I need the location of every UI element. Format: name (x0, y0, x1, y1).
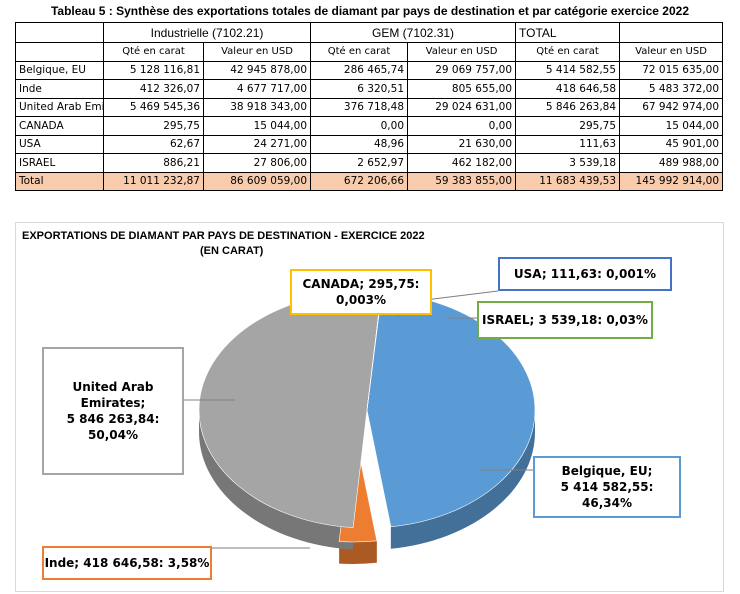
group-header-blank (619, 22, 724, 43)
table-cell: 42 945 878,00 (202, 60, 312, 80)
table-cell: 0,00 (407, 116, 517, 136)
pie-side-united-arab-emirates (199, 410, 354, 550)
country-cell: Belgique, EU (15, 60, 104, 80)
country-cell: ISRAEL (15, 153, 104, 173)
data-label-belgique-eu: Belgique, EU; 5 414 582,55: 46,34% (533, 456, 681, 518)
table-cell: 0,00 (310, 116, 409, 136)
table-cell: 5 414 582,55 (515, 60, 621, 80)
table-row: Inde 412 326,07 4 677 717,00 6 320,51 80… (15, 79, 724, 99)
table-cell: 5 469 545,36 (103, 97, 204, 117)
chart-area (15, 222, 724, 592)
country-cell: CANADA (15, 116, 104, 136)
table-cell: 489 988,00 (619, 153, 724, 173)
total-cell: 11 011 232,87 (103, 171, 204, 191)
table-cell: 27 806,00 (202, 153, 312, 173)
table-cell: 805 655,00 (407, 79, 517, 99)
table-cell: 45 901,00 (619, 134, 724, 154)
total-cell: 11 683 439,53 (515, 171, 621, 191)
exports-table: Industrielle (7102.21) GEM (7102.31) TOT… (15, 22, 724, 191)
table-cell: 295,75 (515, 116, 621, 136)
group-header-total: TOTAL (515, 22, 621, 43)
leader-line-usa (424, 290, 499, 301)
table-cell: 21 630,00 (407, 134, 517, 154)
pie-slice-belgique-eu (366, 292, 536, 528)
table-cell: 15 044,00 (202, 116, 312, 136)
group-header-gem: GEM (7102.31) (310, 22, 517, 43)
data-label-canada: CANADA; 295,75: 0,003% (290, 269, 432, 315)
table-row: ISRAEL 886,21 27 806,00 2 652,97 462 182… (15, 153, 724, 173)
table-cell: 67 942 974,00 (619, 97, 724, 117)
table-group-header-row: Industrielle (7102.21) GEM (7102.31) TOT… (15, 22, 724, 43)
table-cell: 2 652,97 (310, 153, 409, 173)
table-title: Tableau 5 : Synthèse des exportations to… (50, 4, 689, 18)
table-cell: 62,67 (103, 134, 204, 154)
table-row: United Arab Emi 5 469 545,36 38 918 343,… (15, 97, 724, 117)
pie-side-belgique-eu (390, 410, 535, 549)
table-cell: 111,63 (515, 134, 621, 154)
table-row: USA 62,67 24 271,00 48,96 21 630,00 111,… (15, 134, 724, 154)
table-cell: 462 182,00 (407, 153, 517, 173)
total-cell: 672 206,66 (310, 171, 409, 191)
table-cell: 5 128 116,81 (103, 60, 204, 80)
total-cell: 59 383 855,00 (407, 171, 517, 191)
chart-subtitle: (EN CARAT) (200, 245, 264, 257)
table-cell: 24 271,00 (202, 134, 312, 154)
table-row: CANADA 295,75 15 044,00 0,00 0,00 295,75… (15, 116, 724, 136)
total-cell: 86 609 059,00 (202, 171, 312, 191)
data-label-inde: Inde; 418 646,58: 3,58% (42, 546, 212, 580)
total-label-cell: Total (15, 171, 104, 191)
data-label-usa: USA; 111,63: 0,001% (498, 257, 672, 291)
data-label-israel: ISRAEL; 3 539,18: 0,03% (477, 301, 653, 339)
total-cell: 145 992 914,00 (619, 171, 724, 191)
table-cell: 3 539,18 (515, 153, 621, 173)
table-cell: 72 015 635,00 (619, 60, 724, 80)
table-row: Belgique, EU 5 128 116,81 42 945 878,00 … (15, 60, 724, 80)
chart-title: EXPORTATIONS DE DIAMANT PAR PAYS DE DEST… (22, 230, 425, 242)
table-total-row: Total 11 011 232,87 86 609 059,00 672 20… (15, 171, 724, 191)
data-label-united-arab-emirates: United Arab Emirates; 5 846 263,84: 50,0… (42, 347, 184, 475)
country-cell: USA (15, 134, 104, 154)
table-cell: 15 044,00 (619, 116, 724, 136)
